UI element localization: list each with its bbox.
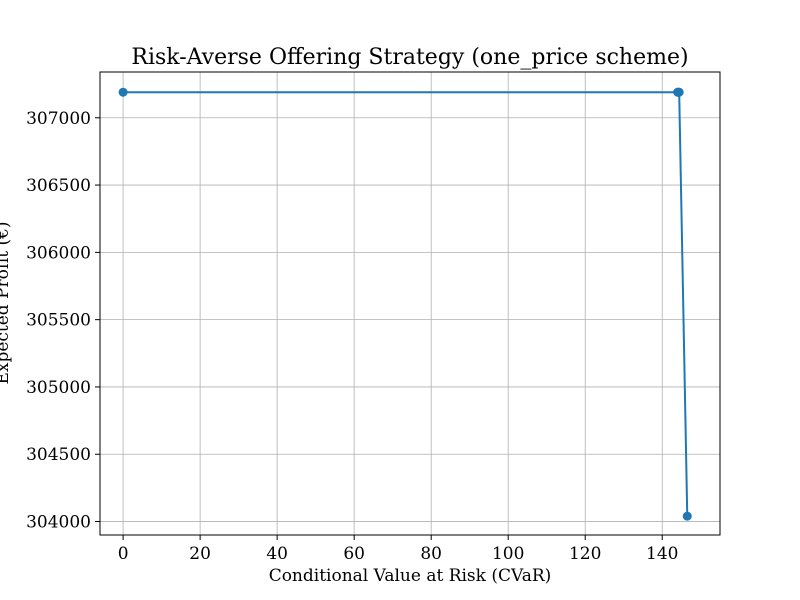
y-axis-label: Expected Profit (€) — [0, 221, 13, 384]
x-tick-label: 80 — [420, 544, 442, 564]
y-tick-label: 306500 — [26, 176, 91, 196]
x-tick-label: 100 — [492, 544, 524, 564]
y-ticks: 304000 304500 305000 305500 306000 306500 3070… — [26, 109, 100, 533]
y-tick-label: 304000 — [26, 513, 91, 533]
data-point — [674, 87, 684, 97]
data-point — [682, 511, 692, 521]
y-tick-label: 306000 — [26, 243, 91, 263]
chart-title: Risk-Averse Offering Strategy (one_price… — [131, 45, 688, 70]
x-tick-label: 0 — [118, 544, 129, 564]
data-point — [118, 87, 128, 97]
x-tick-label: 60 — [343, 544, 365, 564]
series-group — [118, 87, 692, 521]
x-axis-label: Conditional Value at Risk (CVaR) — [269, 566, 552, 586]
x-tick-label: 120 — [569, 544, 601, 564]
plot-frame — [99, 71, 721, 536]
x-tick-label: 40 — [266, 544, 288, 564]
y-tick-label: 305500 — [26, 311, 91, 331]
x-tick-label: 140 — [646, 544, 678, 564]
series-line — [123, 91, 689, 517]
x-ticks: 0 20 40 60 80 100 120 140 — [118, 535, 678, 564]
y-tick-label: 307000 — [26, 109, 91, 129]
y-tick-label: 304500 — [26, 445, 91, 465]
x-tick-label: 20 — [189, 544, 211, 564]
y-tick-label: 305000 — [26, 378, 91, 398]
grid-lines — [100, 72, 720, 535]
